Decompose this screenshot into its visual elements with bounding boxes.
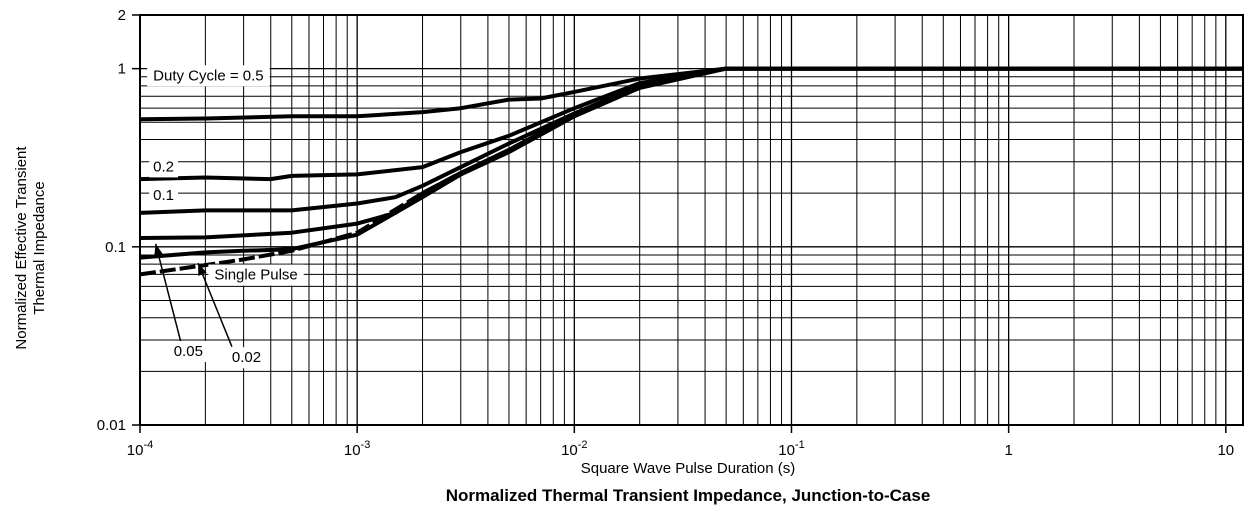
- x-tick-label: 10-1: [778, 439, 804, 459]
- x-tick-label: 10-2: [561, 439, 587, 459]
- series-line-0-1: [139, 66, 1243, 215]
- x-tick-label: 10: [1217, 442, 1234, 459]
- arrow-0-02-head: [198, 263, 207, 276]
- curve-annotations: Duty Cycle = 0.5 0.2 0.1 Single Pulse 0.05 0.…: [147, 65, 304, 369]
- annotation-0-05-bg: [167, 340, 209, 362]
- plot-frame: [139, 14, 1244, 426]
- annotation-0-1-bg: [149, 185, 179, 207]
- series-line-0-2: [139, 66, 1243, 182]
- x-tick-label: 10-4: [127, 439, 153, 459]
- series-line-single-pulse: [139, 66, 1243, 277]
- annotation-0-2-bg: [149, 156, 179, 178]
- annotation-duty-cycle-0-5: Duty Cycle = 0.5: [153, 67, 263, 84]
- annotation-0-05: 0.05: [174, 343, 203, 360]
- y-axis-label-line-2: Thermal Impedance: [31, 181, 48, 314]
- arrow-0-05-head: [154, 243, 163, 257]
- arrow-0-02-shaft: [197, 262, 233, 348]
- annotation-0-2: 0.2: [153, 158, 174, 175]
- y-tick-label: 0.01: [97, 417, 126, 434]
- annotation-0-1: 0.1: [153, 187, 174, 204]
- y-tick-label: 0.1: [105, 239, 126, 256]
- y-tick-label: 2: [118, 7, 126, 24]
- x-axis-ticks: 10-4 10-3 10-2 10-1 1 10: [127, 425, 1234, 459]
- chart-title: Normalized Thermal Transient Impedance, …: [446, 486, 931, 505]
- y-tick-label: 1: [118, 61, 126, 78]
- annotation-0-02: 0.02: [232, 349, 261, 366]
- arrow-0-05-shaft: [154, 243, 183, 345]
- annotation-single-pulse: Single Pulse: [214, 267, 297, 284]
- annotation-duty-cycle-0-5-bg: [147, 65, 270, 87]
- annotation-single-pulse-bg: [208, 264, 304, 286]
- series-lines: [139, 66, 1243, 277]
- grid-lines: [140, 15, 1243, 425]
- x-tick-label: 10-3: [344, 439, 370, 459]
- series-line-duty-cycle-0-5: [139, 66, 1243, 122]
- y-axis-label-line-1: Normalized Effective Transient: [13, 146, 30, 350]
- series-line-0-05: [139, 66, 1243, 240]
- x-tick-label: 1: [1004, 442, 1012, 459]
- annotation-0-02-bg: [225, 347, 268, 369]
- x-axis-label: Square Wave Pulse Duration (s): [581, 460, 796, 477]
- y-axis-ticks: 2 1 0.1 0.01: [97, 7, 140, 434]
